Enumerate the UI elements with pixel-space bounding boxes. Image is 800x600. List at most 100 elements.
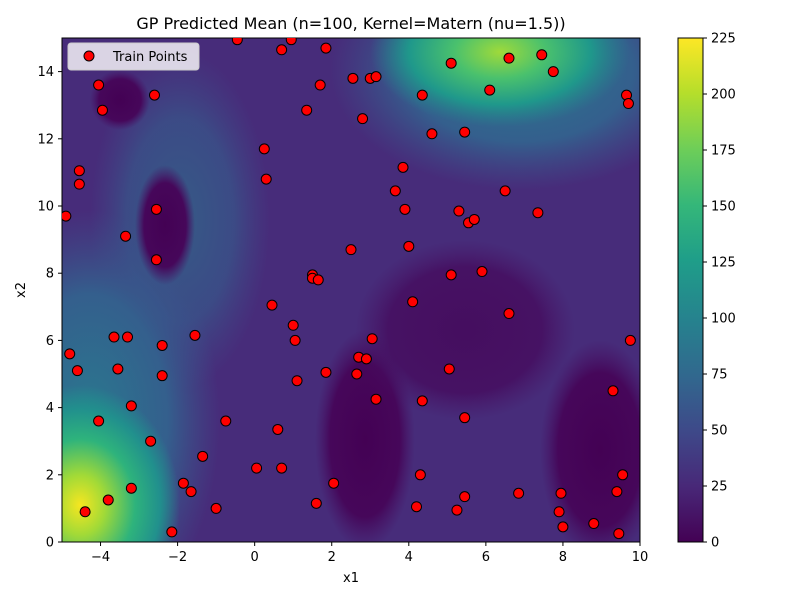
train-point — [499, 185, 511, 197]
plot-area: −4 −2 0 2 4 6 8 10 0 2 4 6 8 10 12 14 — [37, 37, 648, 565]
train-point — [451, 504, 463, 516]
train-point — [112, 363, 124, 375]
train-point — [320, 366, 332, 378]
colorbar-ticks: 0 25 50 75 100 125 150 175 200 225 — [703, 32, 736, 551]
y-tick-label: 12 — [37, 132, 54, 147]
x-axis-label: x1 — [343, 571, 359, 586]
y-tick-label: 0 — [46, 536, 54, 551]
train-point — [389, 185, 401, 197]
train-point — [189, 329, 201, 341]
train-point — [503, 52, 515, 64]
train-point — [310, 497, 322, 509]
train-point — [624, 334, 636, 346]
train-point — [443, 363, 455, 375]
train-point — [148, 89, 160, 101]
train-point — [291, 375, 303, 387]
train-point — [220, 415, 232, 427]
train-point — [312, 274, 324, 286]
train-point — [370, 393, 382, 405]
train-point — [536, 49, 548, 61]
train-point — [266, 299, 278, 311]
train-point — [197, 450, 209, 462]
train-point — [416, 89, 428, 101]
train-point — [276, 462, 288, 474]
train-point — [64, 348, 76, 360]
train-point — [411, 501, 423, 513]
train-point — [122, 331, 134, 343]
colorbar: 0 25 50 75 100 125 150 175 200 225 — [677, 32, 736, 551]
train-point — [328, 477, 340, 489]
train-point — [314, 79, 326, 91]
train-point — [445, 57, 457, 69]
train-point — [503, 308, 515, 320]
train-point — [125, 400, 137, 412]
train-point — [93, 79, 105, 91]
y-axis: 0 2 4 6 8 10 12 14 — [37, 65, 62, 551]
train-point — [366, 333, 378, 345]
y-tick-label: 14 — [37, 65, 54, 80]
train-point — [93, 415, 105, 427]
plot-frame — [61, 37, 641, 543]
train-point — [588, 518, 600, 530]
y-axis-label: x2 — [14, 282, 29, 298]
train-point — [484, 84, 496, 96]
train-point — [156, 370, 168, 382]
train-point — [459, 412, 471, 424]
train-point — [210, 502, 222, 514]
train-point — [258, 143, 270, 155]
train-point — [557, 521, 569, 533]
train-point — [276, 44, 288, 56]
x-tick-label: 4 — [405, 550, 413, 565]
train-point — [357, 113, 369, 125]
colorbar-tick-label: 25 — [711, 480, 728, 495]
train-point — [607, 385, 619, 397]
train-point — [555, 487, 567, 499]
colorbar-tick-label: 225 — [711, 32, 736, 47]
train-point — [108, 331, 120, 343]
colorbar-tick-label: 50 — [711, 424, 728, 439]
train-point — [289, 334, 301, 346]
train-point — [150, 254, 162, 266]
train-point — [407, 296, 419, 308]
y-tick-label: 10 — [37, 200, 54, 215]
train-point — [403, 240, 415, 252]
train-point — [102, 494, 114, 506]
train-point — [399, 203, 411, 215]
train-point — [617, 469, 629, 481]
train-point — [145, 435, 157, 447]
train-point — [622, 98, 634, 110]
train-point — [231, 38, 243, 46]
train-point — [320, 42, 332, 54]
train-point — [351, 368, 363, 380]
x-tick-label: −2 — [168, 550, 187, 565]
train-point — [285, 38, 297, 46]
train-point — [347, 72, 359, 84]
colorbar-tick-label: 75 — [711, 368, 728, 383]
train-points-series — [62, 38, 636, 540]
train-point — [166, 526, 178, 538]
train-point — [553, 506, 565, 518]
legend: Train Points — [67, 42, 200, 71]
train-point — [547, 66, 559, 78]
train-point — [177, 477, 189, 489]
train-point — [397, 161, 409, 173]
chart-title: GP Predicted Mean (n=100, Kernel=Matern … — [136, 14, 565, 33]
train-point — [301, 104, 313, 116]
train-point — [426, 128, 438, 140]
train-point — [272, 423, 284, 435]
train-point — [360, 353, 372, 365]
colorbar-tick-label: 0 — [711, 536, 719, 551]
train-point — [287, 319, 299, 331]
x-tick-label: 8 — [559, 550, 567, 565]
colorbar-gradient — [677, 37, 704, 543]
y-tick-label: 8 — [46, 267, 54, 282]
train-point — [611, 486, 623, 498]
train-point — [468, 213, 480, 225]
train-point — [459, 126, 471, 138]
colorbar-tick-label: 200 — [711, 88, 736, 103]
colorbar-tick-label: 100 — [711, 312, 736, 327]
train-point — [414, 469, 426, 481]
train-point — [251, 462, 263, 474]
train-point — [453, 205, 465, 217]
